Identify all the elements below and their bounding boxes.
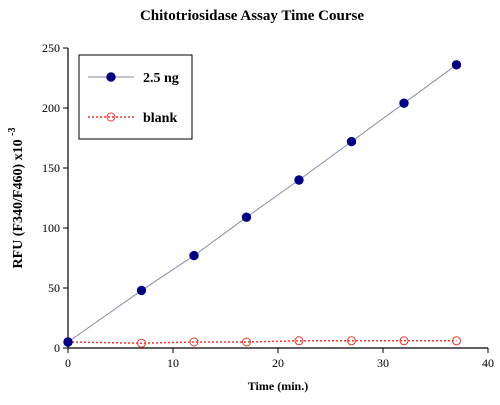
y-tick-label: 0 (54, 341, 60, 355)
x-tick-label: 0 (65, 356, 71, 370)
data-point-blank (189, 337, 199, 347)
data-point-2-5-ng (241, 212, 252, 222)
legend-items: 2.5 ng blank (88, 71, 179, 126)
x-axis-label: Time (min.) (248, 379, 308, 393)
data-point-blank (294, 336, 304, 346)
y-tick-label: 200 (42, 101, 60, 115)
data-point-blank (347, 336, 356, 346)
data-point-blank (242, 337, 251, 347)
legend-item-blank: blank (88, 111, 177, 126)
data-point-blank (452, 336, 461, 346)
series-line-blank (67, 340, 457, 344)
y-axis-ticks: 0 50 100 150 200 250 (42, 41, 68, 355)
y-axis-label: RFU (F340/F460) x10 -3 (7, 128, 26, 269)
data-point-2-5-ng (294, 175, 304, 185)
x-axis-ticks: 0 10 20 30 40 (65, 348, 494, 370)
y-tick-label: 250 (42, 41, 60, 55)
svg-text:RFU (F340/F460) x10 -3: RFU (F340/F460) x10 -3 (7, 128, 26, 269)
y-tick-label: 100 (42, 221, 60, 235)
y-tick-label: 50 (48, 281, 60, 295)
data-point-blank (137, 338, 146, 348)
x-tick-label: 30 (377, 356, 389, 370)
data-point-2-5-ng (189, 250, 199, 261)
data-point-2-5-ng (346, 136, 357, 147)
legend-label: blank (143, 111, 177, 126)
x-tick-label: 40 (482, 356, 494, 370)
data-point-2-5-ng (63, 337, 73, 347)
x-tick-label: 20 (272, 356, 284, 370)
legend-label: 2.5 ng (143, 71, 179, 86)
series-blank (63, 336, 461, 348)
legend: 2.5 ng blank (78, 54, 193, 140)
chart-title: Chitotriosidase Assay Time Course (140, 8, 364, 24)
legend-marker (106, 112, 116, 122)
legend-item-2-5-ng: 2.5 ng (88, 71, 179, 86)
y-tick-label: 150 (42, 161, 60, 175)
legend-box (78, 54, 193, 140)
series-line-2-5-ng (67, 64, 457, 343)
y-axis-label-text: RFU (F340/F460) x10 (11, 139, 26, 268)
data-point-2-5-ng (399, 98, 409, 108)
y-axis-label-exponent: -3 (7, 128, 18, 136)
series-2-5-ng (63, 60, 462, 347)
data-point-blank (399, 336, 409, 346)
x-tick-label: 10 (167, 356, 179, 370)
data-point-2-5-ng (136, 285, 147, 296)
legend-marker (106, 72, 116, 82)
series-layer (63, 60, 462, 348)
data-point-2-5-ng (451, 60, 462, 70)
